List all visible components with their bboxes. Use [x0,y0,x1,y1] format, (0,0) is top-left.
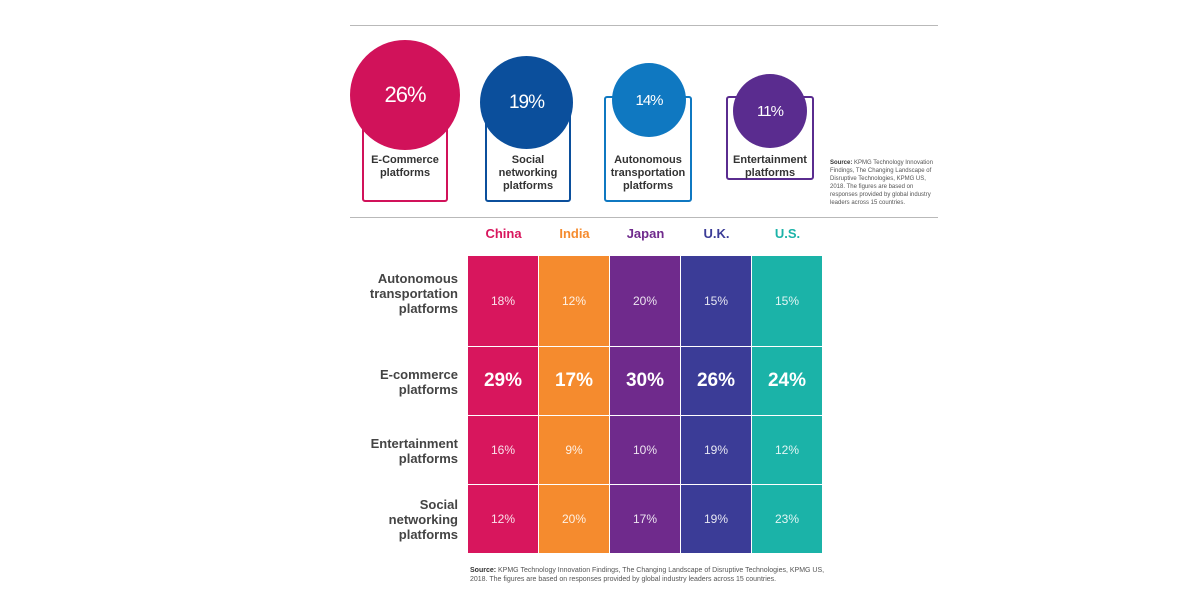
cell-social-networking-india: 20% [539,485,609,553]
cell-social-networking-us: 23% [752,485,822,553]
row-header-autonomous-transportation: Autonomous transportation platforms [369,271,458,316]
cell-ecommerce-china: 29% [468,347,538,415]
card-ecommerce-circle: 26% [350,40,460,150]
column-header-us: U.S. [774,226,801,241]
column-header-china: China [485,226,522,241]
row-header-ecommerce: E-commerce platforms [379,366,458,397]
cell-ecommerce-uk: 26% [681,347,751,415]
card-ecommerce-label: E-Commerce platforms [371,154,439,179]
cell-social-networking-china: 12% [468,485,538,553]
cell-social-networking-uk: 19% [681,485,751,553]
card-autonomous-transportation-circle: 14% [612,63,686,137]
cell-entertainment-china: 16% [468,416,538,484]
top-divider [350,25,938,26]
middle-divider [350,217,938,218]
cell-autonomous-transportation-uk: 15% [681,256,751,346]
cell-entertainment-india: 9% [539,416,609,484]
bottom-source-text: KPMG Technology Innovation Findings, The… [470,567,825,583]
bottom-source-note: Source: KPMG Technology Innovation Findi… [470,566,830,584]
top-source-text: KPMG Technology Innovation Findings, The… [830,160,933,206]
card-social-networking-circle: 19% [480,56,573,149]
card-autonomous-transportation-label: Autonomous transportation platforms [610,154,686,192]
cell-autonomous-transportation-us: 15% [752,256,822,346]
top-source-note: Source: KPMG Technology Innovation Findi… [830,159,938,207]
cell-ecommerce-japan: 30% [610,347,680,415]
cell-social-networking-japan: 17% [610,485,680,553]
cell-ecommerce-us: 24% [752,347,822,415]
column-header-japan: Japan [626,226,665,241]
top-source-label: Source: [830,160,853,166]
row-header-social-networking: Social networking platforms [388,497,458,542]
column-header-uk: U.K. [703,226,730,241]
cell-autonomous-transportation-japan: 20% [610,256,680,346]
cell-entertainment-us: 12% [752,416,822,484]
card-entertainment-circle: 11% [733,74,807,148]
bottom-source-label: Source: [470,567,497,574]
cell-entertainment-japan: 10% [610,416,680,484]
column-header-india: India [559,226,590,241]
cell-autonomous-transportation-india: 12% [539,256,609,346]
cell-autonomous-transportation-china: 18% [468,256,538,346]
cell-entertainment-uk: 19% [681,416,751,484]
card-social-networking-label: Social networking platforms [498,154,558,192]
card-entertainment-label: Entertainment platforms [733,154,807,179]
cell-ecommerce-india: 17% [539,347,609,415]
row-header-entertainment: Entertainment platforms [370,435,458,466]
